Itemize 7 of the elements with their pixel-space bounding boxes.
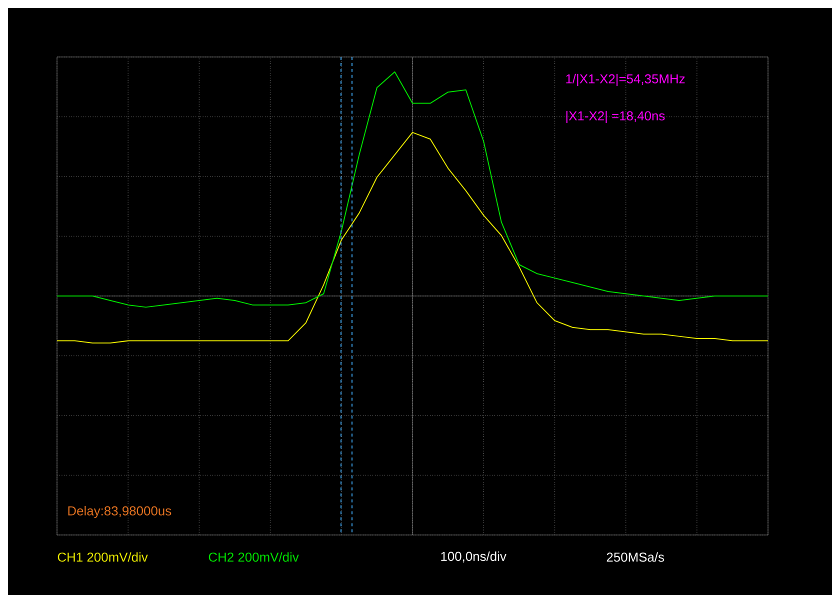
- annotation: |X1-X2| =18,40ns: [566, 110, 665, 124]
- annotation: 1/|X1-X2|=54,35MHz: [566, 74, 685, 86]
- text: Delay:83,98000us: [68, 506, 172, 518]
- text: 250MSa/s: [606, 552, 664, 562]
- text: 100,0ns/div: [441, 551, 506, 563]
- text: CH1 200mV/div: [58, 552, 148, 562]
- text: CH2 200mV/div: [208, 552, 299, 562]
